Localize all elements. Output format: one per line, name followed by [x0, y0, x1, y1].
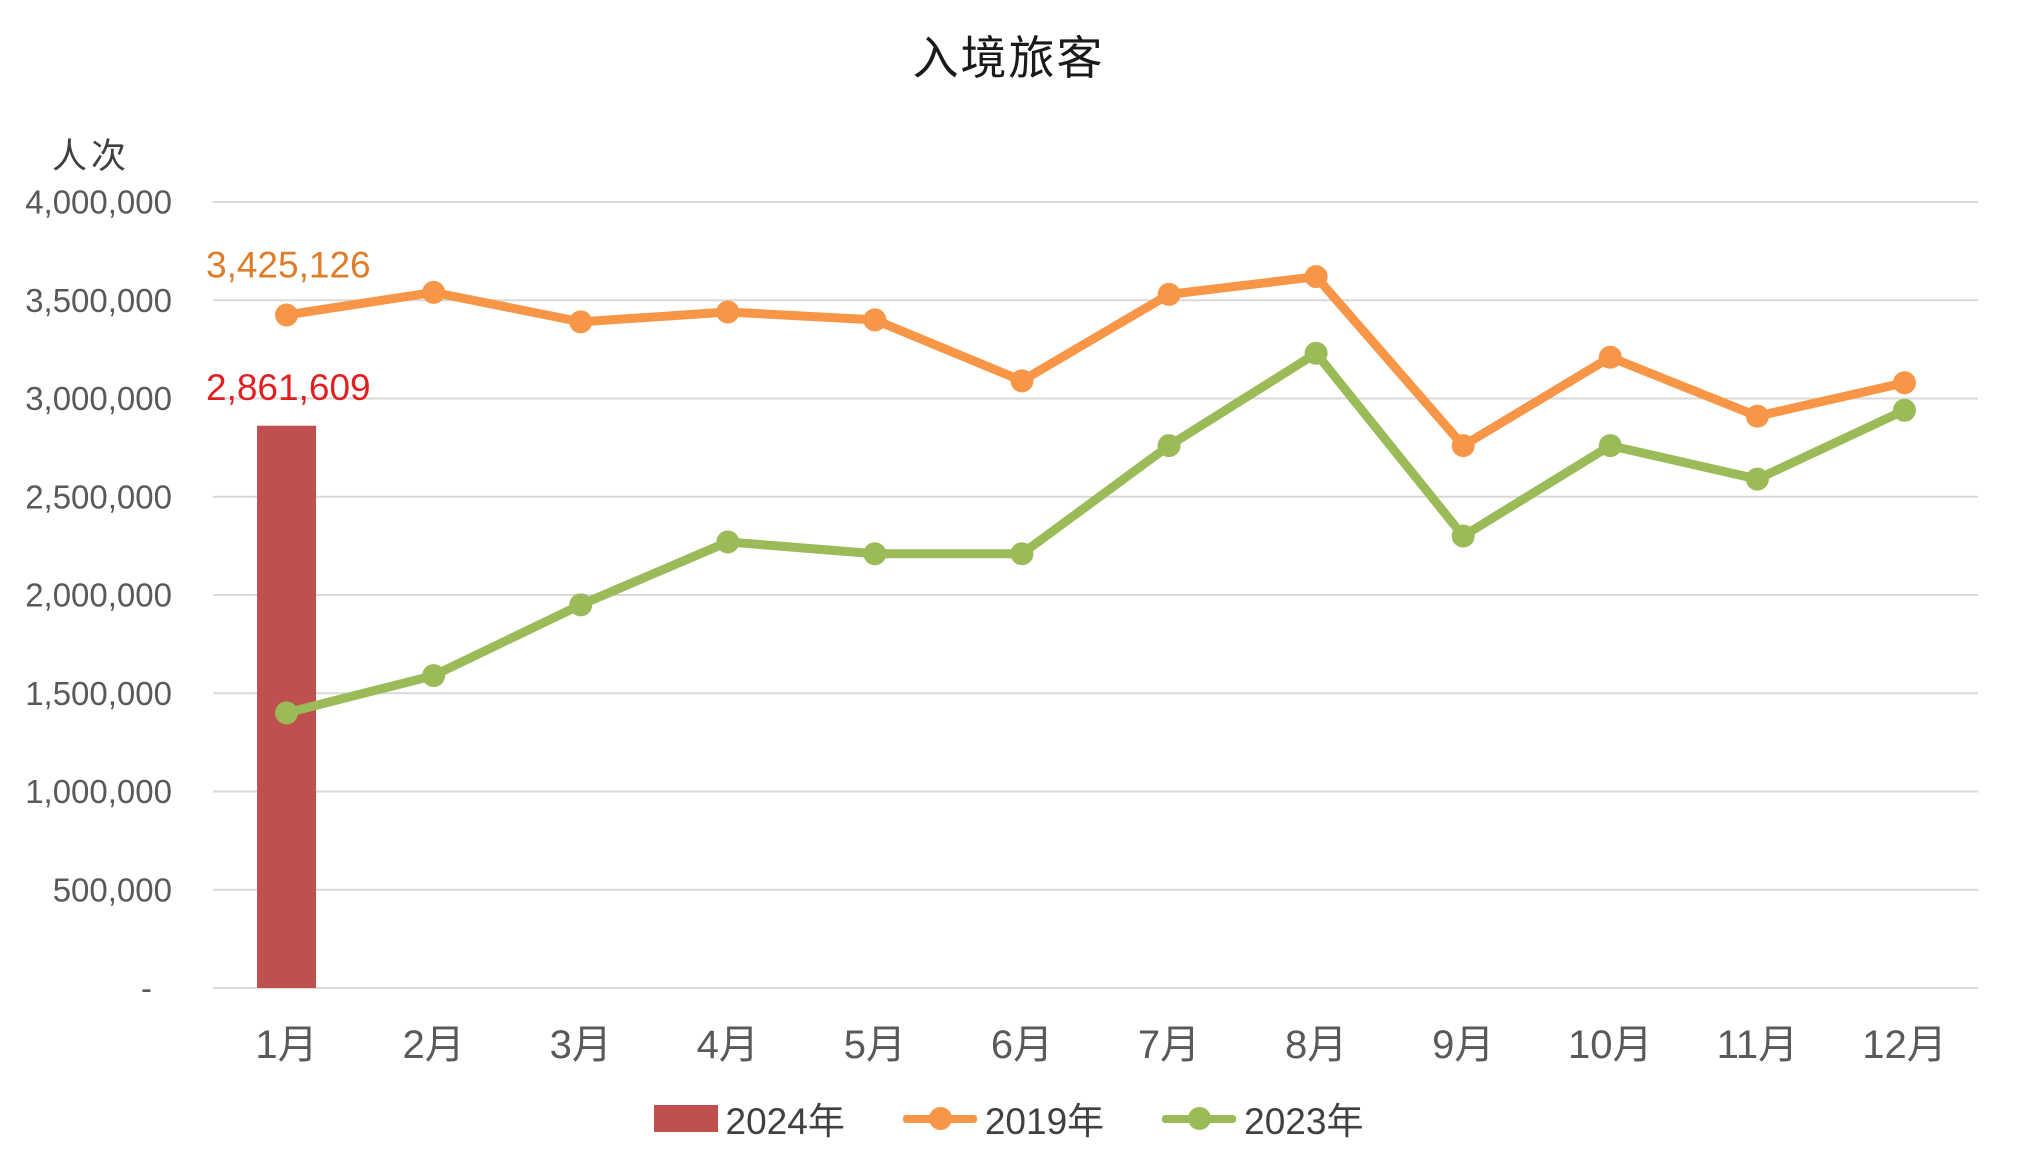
point-2023年-3月 — [569, 593, 593, 617]
y-tick-label: 3,000,000 — [25, 380, 172, 417]
point-2023年-2月 — [422, 664, 446, 688]
x-tick-label: 2月 — [403, 1023, 465, 1067]
legend-item-2023: 2023年 — [1162, 1091, 1363, 1145]
y-tick-label: 3,500,000 — [25, 282, 172, 319]
line-2019年 — [282, 272, 1909, 451]
point-2023年-1月 — [275, 701, 299, 725]
x-tick-label: 9月 — [1432, 1023, 1494, 1067]
y-tick-label: 4,000,000 — [25, 184, 172, 221]
point-2023年-11月 — [1745, 467, 1769, 491]
point-2023年-10月 — [1598, 434, 1622, 458]
legend: 2024年 2019年 2023年 — [0, 1091, 2017, 1145]
y-tick-label: - — [141, 970, 152, 1007]
point-2019年-7月 — [1157, 282, 1181, 306]
y-tick-label: 2,500,000 — [25, 478, 172, 515]
y-tick-label: 1,500,000 — [25, 675, 172, 712]
data-label-2024年: 2,861,609 — [206, 367, 371, 408]
x-tick-label: 10月 — [1568, 1023, 1653, 1067]
point-2019年-11月 — [1745, 404, 1769, 428]
legend-label-2023: 2023年 — [1244, 1101, 1364, 1142]
point-2019年-5月 — [863, 308, 887, 332]
point-2023年-7月 — [1157, 434, 1181, 458]
point-2019年-10月 — [1598, 345, 1622, 369]
y-axis-unit-label: 人次 — [52, 137, 131, 176]
y-tick-label: 1,000,000 — [25, 773, 172, 810]
legend-label-2024: 2024年 — [725, 1101, 845, 1142]
x-tick-label: 8月 — [1285, 1023, 1347, 1067]
legend-item-2019: 2019年 — [902, 1091, 1105, 1145]
legend-swatch-2019-line — [902, 1105, 977, 1132]
legend-swatch-2023-line — [1162, 1105, 1237, 1132]
y-tick-label: 500,000 — [53, 871, 172, 908]
x-tick-label: 12月 — [1862, 1023, 1947, 1067]
point-2023年-9月 — [1451, 524, 1475, 548]
point-2023年-8月 — [1304, 341, 1328, 365]
point-2023年-12月 — [1892, 398, 1916, 422]
point-2023年-5月 — [863, 542, 887, 566]
data-label-2019年: 3,425,126 — [206, 244, 371, 285]
y-tick-label: 2,000,000 — [25, 577, 172, 614]
legend-swatch-2024-bar — [653, 1104, 718, 1132]
line-2023年 — [282, 348, 1909, 718]
x-tick-label: 11月 — [1717, 1023, 1799, 1067]
legend-label-2019: 2019年 — [984, 1101, 1105, 1142]
x-tick-label: 1月 — [255, 1023, 317, 1067]
point-2019年-4月 — [716, 300, 740, 324]
point-2023年-4月 — [716, 530, 740, 554]
x-tick-label: 3月 — [550, 1023, 612, 1067]
point-2019年-1月 — [275, 303, 299, 327]
x-tick-label: 4月 — [697, 1023, 759, 1067]
point-2019年-8月 — [1304, 265, 1328, 289]
x-tick-label: 7月 — [1138, 1023, 1200, 1067]
point-2019年-3月 — [569, 310, 593, 334]
x-tick-label: 6月 — [991, 1023, 1053, 1067]
point-2019年-9月 — [1451, 434, 1475, 458]
point-2019年-6月 — [1010, 369, 1034, 393]
x-tick-label: 5月 — [844, 1023, 906, 1067]
point-2019年-2月 — [422, 280, 446, 304]
chart-title: 入境旅客 — [912, 32, 1105, 84]
point-2023年-6月 — [1010, 542, 1034, 566]
legend-item-2024: 2024年 — [653, 1091, 845, 1145]
point-2019年-12月 — [1892, 371, 1916, 395]
